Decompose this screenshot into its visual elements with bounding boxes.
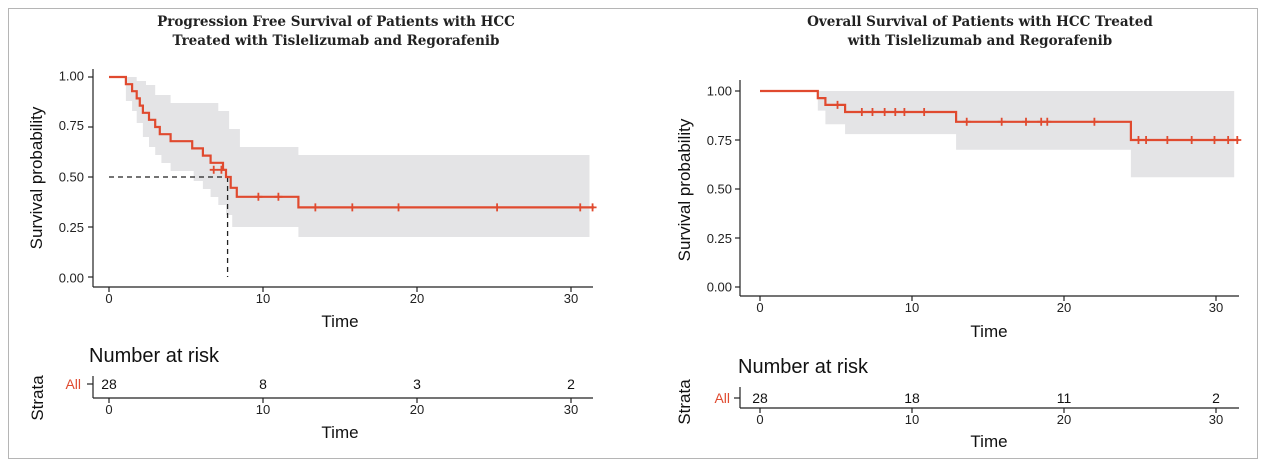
os-censor-marks [833,100,1242,144]
os-censor-mark [1090,117,1099,126]
os-strata-label: Strata [675,379,694,425]
os-xtick-label: 10 [905,300,919,315]
os-km-step-line [760,89,1239,142]
os-censor-mark [857,107,866,116]
pfs-censor-mark [274,192,283,201]
pfs-censor-mark [311,203,320,212]
os-censor-mark [868,107,877,116]
pfs-censor-mark [394,203,403,212]
os-ytick-label: 0.75 [707,133,732,148]
os-risk-x-axis-label: Time [970,432,1007,451]
pfs-confidence-band [109,77,590,237]
pfs-risk-xtick-label: 10 [256,402,270,417]
pfs-title-line-1: Progression Free Survival of Patients wi… [157,14,515,30]
pfs-risk-xtick-label: 0 [105,402,112,417]
pfs-censor-mark [209,165,218,174]
os-censor-mark [962,117,971,126]
os-censor-mark [1022,117,1030,126]
pfs-title-line-2: Treated with Tislelizumab and Regorafeni… [173,33,500,49]
os-censor-mark [997,117,1006,126]
pfs-xtick-label: 20 [410,291,424,306]
os-xtick-label: 20 [1057,300,1071,315]
os-censor-mark [833,100,842,109]
pfs-xtick-label: 10 [256,291,270,306]
pfs-ytick-label: 0.00 [59,271,84,286]
os-censor-mark [880,107,889,116]
pfs-risk-xtick-label: 30 [564,402,578,417]
pfs-censor-mark [348,203,357,212]
os-censor-mark [891,107,900,116]
pfs-y-axis-label: Survival probability [27,106,46,249]
os-risk-xtick-label: 20 [1057,412,1071,427]
pfs-stratum-label: All [65,376,81,392]
os-plot-area [760,89,1242,178]
os-y-axis-label: Survival probability [675,118,694,261]
os-censor-mark [900,107,909,116]
pfs-risk-x-axis-label: Time [321,423,358,442]
pfs-ci-band [109,77,590,237]
pfs-censor-mark [576,203,585,212]
os-censor-mark [1134,136,1143,144]
os-risk-count: 2 [1212,390,1220,406]
pfs-strata-label: Strata [28,375,47,421]
os-ytick-label: 0.50 [707,182,732,197]
os-risk-table-title: Number at risk [738,356,869,378]
pfs-risk-table: Number at risk Strata All 28 8 3 2 0 10 … [28,345,593,442]
pfs-x-axis-label: Time [321,312,358,331]
pfs-xtick-label: 30 [564,291,578,306]
pfs-risk-table-title: Number at risk [89,345,220,367]
os-censor-mark [1210,136,1219,144]
os-xtick-label: 30 [1209,300,1223,315]
os-survival-curve [760,89,1239,142]
pfs-censor-mark [254,192,263,201]
pfs-ytick-label: 0.25 [59,220,84,235]
pfs-survival-curve [109,75,595,209]
os-panel: Overall Survival of Patients with HCC Tr… [675,14,1242,451]
os-censor-mark [1043,117,1052,126]
os-x-axis-label: Time [970,322,1007,341]
pfs-risk-xtick-label: 20 [410,402,424,417]
os-censor-mark [920,107,929,116]
os-xtick-label: 0 [756,300,763,315]
pfs-ytick-label: 0.50 [59,170,84,185]
pfs-risk-count: 8 [259,376,267,392]
pfs-panel: Progression Free Survival of Patients wi… [27,14,597,442]
os-censor-mark [1142,136,1151,144]
os-risk-xtick-label: 10 [905,412,919,427]
os-ytick-label: 1.00 [707,84,732,99]
os-censor-mark [1233,136,1242,144]
os-risk-xtick-label: 0 [756,412,763,427]
pfs-median-lines [109,176,229,277]
os-censor-mark [1163,136,1172,144]
pfs-censor-marks [209,165,597,212]
pfs-ytick-label: 1.00 [59,69,84,84]
os-ytick-label: 0.25 [707,231,732,246]
pfs-risk-count: 3 [413,376,421,392]
os-risk-count: 18 [904,390,920,406]
os-risk-xtick-label: 30 [1209,412,1223,427]
figure-frame [8,8,1258,459]
os-stratum-label: All [714,390,730,406]
os-risk-table: Number at risk Strata All 28 18 11 2 0 1… [675,356,1239,451]
pfs-xtick-label: 0 [105,291,112,306]
pfs-plot-area [109,75,597,277]
os-censor-mark [1187,136,1196,144]
pfs-km-step-line [109,75,595,209]
pfs-risk-count: 28 [101,376,117,392]
pfs-ytick-label: 0.75 [59,118,84,133]
pfs-censor-mark [217,165,226,174]
pfs-axes: 1.00 0.75 0.50 0.25 0.00 0 10 20 30 Time… [27,69,593,403]
pfs-censor-mark [588,203,597,212]
os-censor-mark [1224,136,1233,144]
pfs-risk-count: 2 [567,376,575,392]
pfs-censor-mark [493,203,502,212]
os-risk-count: 11 [1057,390,1072,406]
os-ytick-label: 0.00 [707,280,732,295]
os-risk-count: 28 [752,390,768,406]
os-title-line-2: with Tislelizumab and Regorafenib [847,33,1113,49]
os-axes: 1.00 0.75 0.50 0.25 0.00 0 10 20 30 Time… [675,80,1239,413]
os-title-line-1: Overall Survival of Patients with HCC Tr… [807,14,1153,30]
